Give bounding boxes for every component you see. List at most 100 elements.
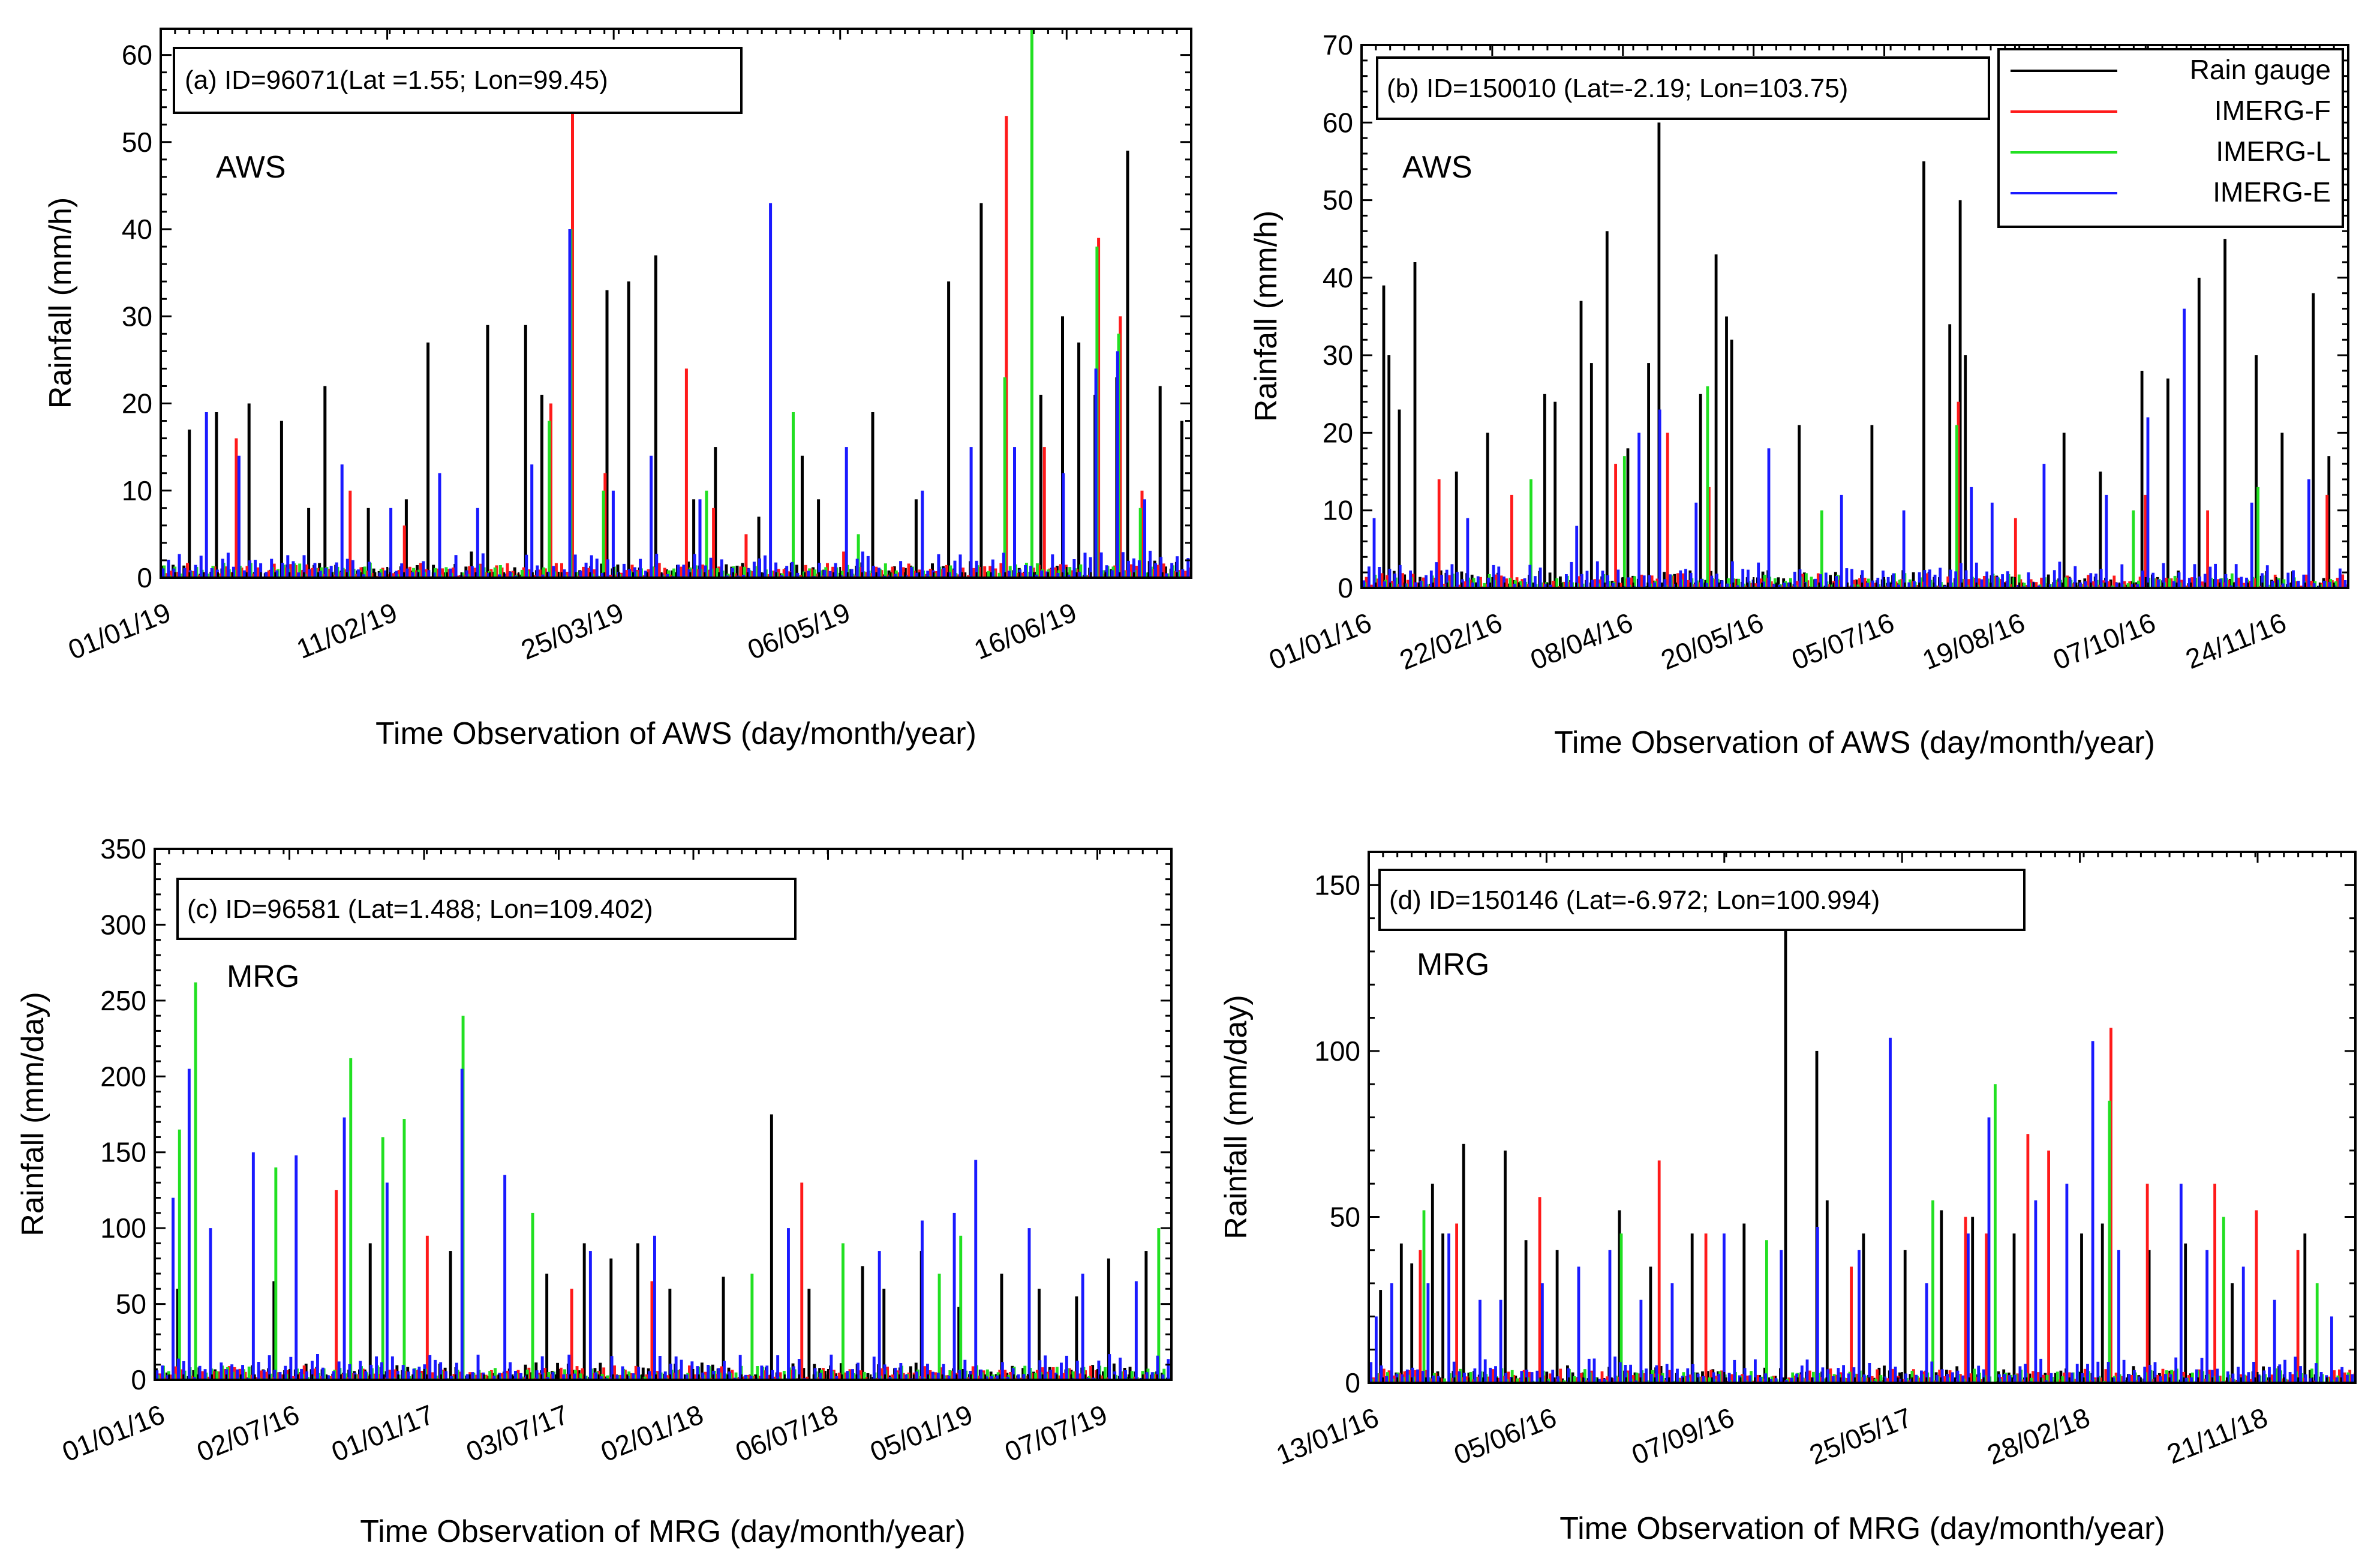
bar-imerg-f <box>1746 1375 1749 1383</box>
bar-rain-gauge <box>215 412 218 578</box>
bar-imerg-e <box>888 1377 892 1380</box>
bar-imerg-e <box>514 1371 517 1380</box>
bar-rain-gauge <box>1798 425 1801 588</box>
bar-imerg-e <box>747 568 750 578</box>
bar-imerg-e <box>1861 570 1864 588</box>
bar-imerg-f <box>620 572 623 578</box>
bar-imerg-e <box>866 556 870 578</box>
bar-imerg-f <box>1465 1376 1469 1383</box>
bar-rain-gauge <box>2011 577 2014 588</box>
bar-imerg-e <box>2187 578 2191 588</box>
bar-imerg-f <box>684 368 688 578</box>
bar-imerg-f <box>2144 494 2147 588</box>
bar-imerg-e <box>760 1365 764 1380</box>
bar-imerg-e <box>2068 577 2072 588</box>
bar-imerg-e <box>600 572 604 578</box>
bar-imerg-f <box>235 438 238 578</box>
x-axis-label: Time Observation of AWS (day/month/year) <box>375 716 976 751</box>
bar-rain-gauge <box>1761 571 1765 588</box>
bar-imerg-l <box>1737 578 1741 588</box>
bar-imerg-e <box>1150 1372 1154 1380</box>
bar-imerg-e <box>1715 574 1718 588</box>
bar-imerg-l <box>194 982 197 1380</box>
bar-imerg-f <box>1772 1376 1775 1383</box>
bar-imerg-e <box>1949 569 1952 588</box>
bar-rain-gauge <box>812 567 815 578</box>
bar-imerg-e <box>563 569 566 578</box>
bar-rain-gauge <box>714 447 717 578</box>
bar-imerg-f <box>392 573 395 578</box>
bar-imerg-e <box>845 447 848 578</box>
bar-imerg-e <box>1783 583 1786 588</box>
bar-imerg-e <box>1669 574 1672 588</box>
x-tick-label: 19/08/16 <box>1918 607 2030 676</box>
bar-imerg-e <box>1852 1367 1856 1383</box>
bar-imerg-f <box>2279 585 2282 588</box>
bar-imerg-e <box>166 1375 170 1380</box>
bar-imerg-f <box>1502 1376 1505 1383</box>
bar-rain-gauge <box>802 1368 806 1380</box>
bar-imerg-e <box>2096 1361 2100 1383</box>
bar-rain-gauge <box>989 1371 993 1380</box>
bar-imerg-e <box>476 1355 480 1380</box>
bar-imerg-f <box>1803 1378 1806 1383</box>
bar-imerg-e <box>1380 1365 1383 1383</box>
bar-imerg-f <box>896 1370 900 1380</box>
bar-imerg-e <box>633 567 636 578</box>
bar-imerg-e <box>2245 577 2248 588</box>
bar-imerg-f <box>789 1370 793 1380</box>
bar-imerg-e <box>621 1366 624 1380</box>
bar-imerg-f <box>907 563 910 578</box>
bar-imerg-f <box>1998 579 2002 588</box>
bar-imerg-l <box>997 572 1001 578</box>
bar-imerg-f <box>169 571 173 578</box>
bar-imerg-e <box>1649 1374 1653 1383</box>
bar-imerg-f <box>886 1367 889 1380</box>
bar-imerg-f <box>623 1370 627 1380</box>
bar-imerg-f <box>1377 1373 1381 1383</box>
bar-imerg-e <box>302 555 306 578</box>
bar-imerg-l <box>247 1366 251 1380</box>
bar-imerg-e <box>1747 569 1750 588</box>
bar-imerg-e <box>1186 558 1190 578</box>
bar-imerg-e <box>262 1370 266 1380</box>
bar-imerg-f <box>645 1374 648 1380</box>
bar-imerg-f <box>356 1374 359 1380</box>
bar-imerg-f <box>752 1376 755 1380</box>
bar-imerg-f <box>2057 1379 2061 1383</box>
bar-imerg-e <box>1665 1364 1669 1383</box>
bar-imerg-f <box>1538 1197 1541 1383</box>
bar-imerg-e <box>717 1368 720 1380</box>
bar-imerg-e <box>857 1362 860 1380</box>
bar-imerg-e <box>1143 499 1146 578</box>
bar-imerg-f <box>292 1376 295 1380</box>
bar-imerg-l <box>1973 1368 1976 1383</box>
bar-imerg-f <box>2102 580 2105 588</box>
bar-imerg-f <box>2333 1370 2336 1383</box>
bar-imerg-e <box>1024 565 1027 578</box>
bar-imerg-f <box>452 1374 456 1380</box>
bar-imerg-e <box>2084 581 2087 588</box>
bar-imerg-e <box>161 568 165 578</box>
bar-imerg-e <box>412 1368 416 1380</box>
bar-imerg-e <box>1762 581 1765 588</box>
bar-imerg-f <box>174 1366 178 1380</box>
bar-imerg-e <box>1933 574 1937 588</box>
bar-imerg-f <box>2021 1379 2024 1383</box>
bar-imerg-e <box>1124 1370 1127 1380</box>
bar-imerg-f <box>1434 1373 1438 1383</box>
bar-rain-gauge <box>1922 161 1925 588</box>
bar-imerg-e <box>2017 585 2020 588</box>
bar-imerg-f <box>779 1372 782 1380</box>
bar-imerg-f <box>1642 1373 1645 1383</box>
bar-imerg-f <box>1030 1373 1033 1380</box>
bar-rain-gauge <box>1486 433 1489 588</box>
bar-imerg-e <box>1882 571 1885 588</box>
bar-imerg-l <box>461 572 464 578</box>
bar-imerg-l <box>2056 1371 2059 1383</box>
bar-rain-gauge <box>2147 1250 2151 1383</box>
bar-imerg-f <box>2190 577 2193 588</box>
bar-imerg-f <box>1865 1377 1868 1383</box>
bar-rain-gauge <box>486 325 489 578</box>
